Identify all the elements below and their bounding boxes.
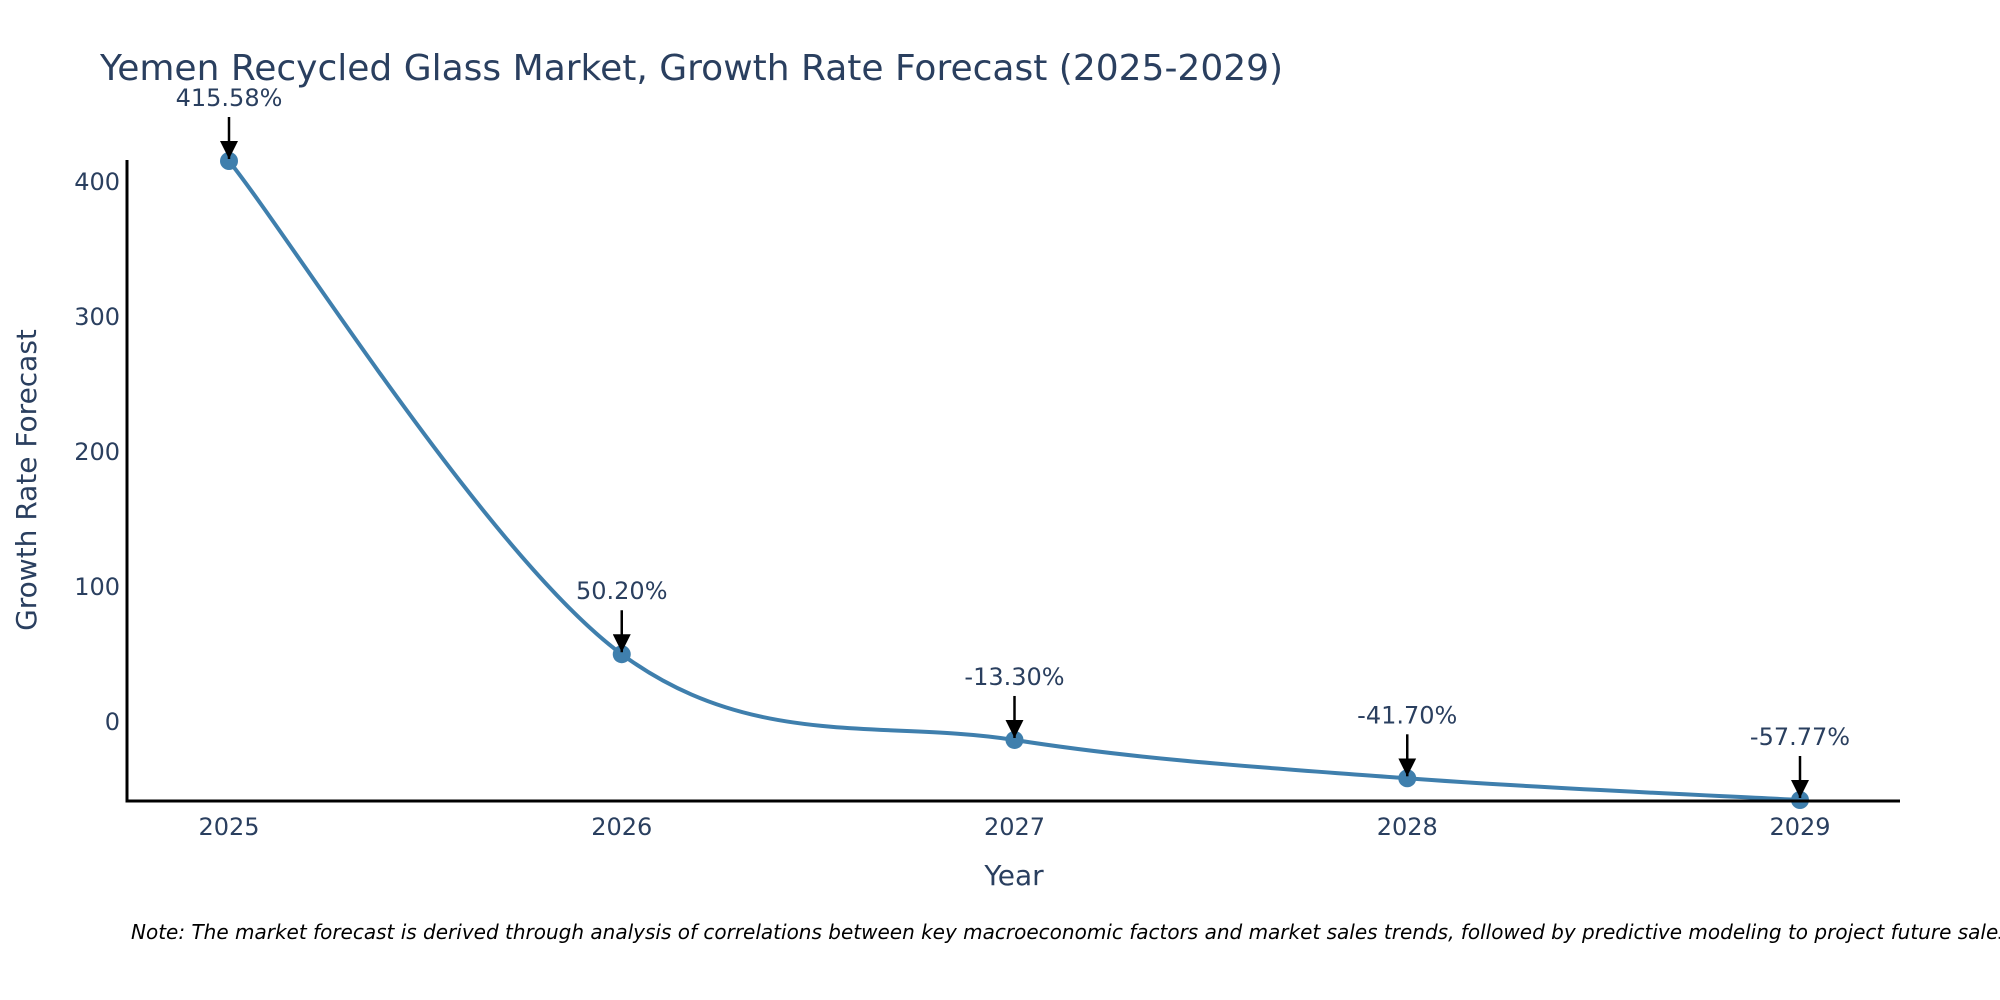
y-tick-label: 0 [105,708,120,736]
x-tick-label: 2025 [198,813,259,841]
series-line [227,159,1802,802]
data-label: -41.70% [1357,701,1457,729]
x-tick-label: 2029 [1769,813,1830,841]
x-tick-label: 2026 [591,813,652,841]
data-label: 50.20% [576,577,668,605]
y-axis-title: Growth Rate Forecast [10,329,43,631]
x-tick-label: 2027 [984,813,1045,841]
x-axis-title: Year [983,859,1044,892]
data-label: -13.30% [964,663,1064,691]
x-tick-label: 2028 [1377,813,1438,841]
data-label: 415.58% [176,84,283,112]
y-tick-label: 200 [74,438,120,466]
y-tick-label: 300 [74,303,120,331]
footnote: Note: The market forecast is derived thr… [131,920,2000,944]
y-tick-label: 100 [74,573,120,601]
data-label: -57.77% [1750,723,1850,751]
chart-title: Yemen Recycled Glass Market, Growth Rate… [99,48,1283,89]
y-tick-label: 400 [74,168,120,196]
plot-area: 0 100 200 300 400 2025 2026 2027 2028 2029 415.58%… [74,84,1850,841]
